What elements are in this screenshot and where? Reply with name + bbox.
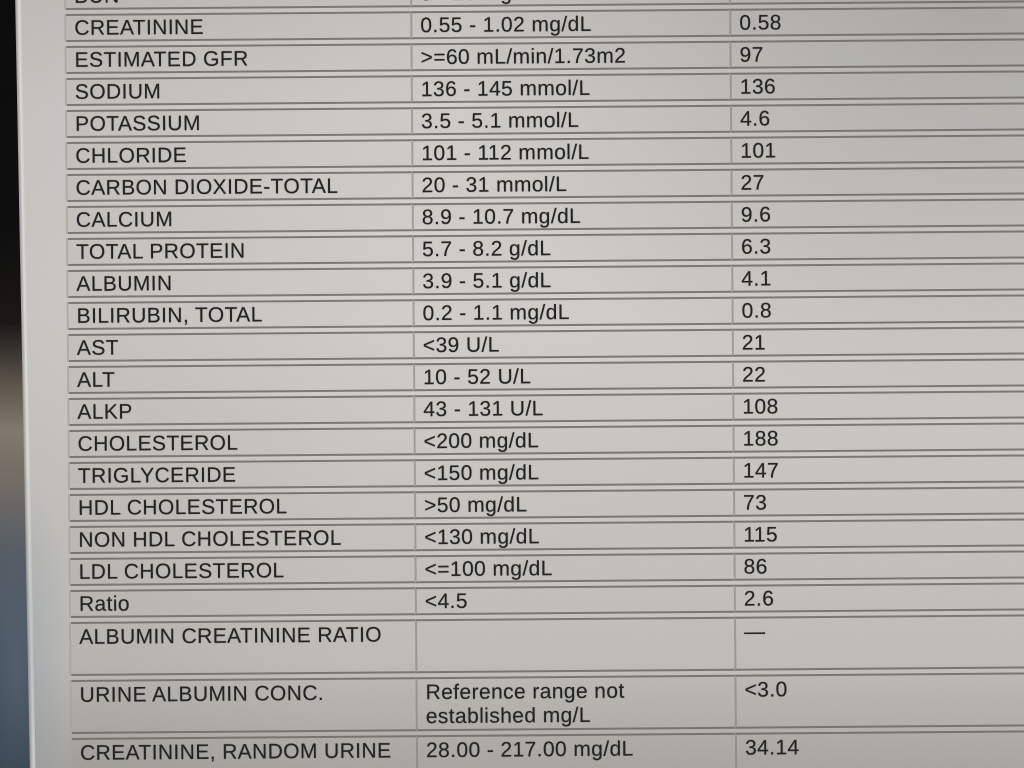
test-name-cell: BILIRUBIN, TOTAL bbox=[68, 299, 413, 330]
table-row: SODIUM 136 - 145 mmol/L 136 bbox=[64, 69, 1024, 106]
reference-range-cell: <39 U/L bbox=[412, 328, 732, 360]
result-value-cell: 86 bbox=[733, 549, 1024, 581]
reference-range-cell: 5.7 - 8.2 g/dL bbox=[411, 232, 732, 264]
reference-range-cell: 10 - 52 U/L bbox=[413, 360, 733, 392]
test-name-cell: AST bbox=[68, 331, 413, 362]
table-row: AST <39 U/L 21 bbox=[66, 325, 1024, 362]
result-value-cell: 2.6 bbox=[733, 581, 1024, 613]
table-row: HDL CHOLESTEROL >50 mg/dL 73 bbox=[68, 485, 1024, 522]
test-name-cell: URINE ALBUMIN CONC. bbox=[71, 677, 416, 734]
test-name-cell: CHLORIDE bbox=[67, 139, 412, 170]
reference-range-cell: <130 mg/dL bbox=[414, 520, 734, 552]
test-name-cell: BUN bbox=[65, 0, 411, 10]
result-value-cell: 9.6 bbox=[730, 197, 1024, 229]
result-value-cell: 188 bbox=[732, 421, 1024, 453]
table-row: CHLORIDE 101 - 112 mmol/L 101 bbox=[65, 133, 1024, 170]
reference-range-cell: 6 - 20 mg/dL bbox=[409, 0, 730, 8]
reference-range-cell: 28.00 - 217.00 mg/dL bbox=[415, 732, 736, 768]
result-value-cell: 6.3 bbox=[730, 229, 1024, 261]
result-value-cell: 21 bbox=[731, 325, 1024, 357]
test-name-cell: CALCIUM bbox=[67, 203, 412, 234]
result-value-cell: 115 bbox=[733, 517, 1024, 549]
test-name-cell: LDL CHOLESTEROL bbox=[70, 555, 415, 586]
reference-range-cell: <=100 mg/dL bbox=[414, 552, 734, 584]
table-row: URINE ALBUMIN CONC. Reference range not … bbox=[69, 671, 1024, 734]
table-row: CARBON DIOXIDE-TOTAL 20 - 31 mmol/L 27 bbox=[65, 165, 1024, 202]
result-value-cell: 73 bbox=[733, 485, 1024, 517]
result-value-cell: <3.0 bbox=[734, 671, 1024, 729]
result-value-cell: — bbox=[734, 613, 1024, 671]
reference-range-cell bbox=[415, 616, 735, 674]
result-value-cell: 4.1 bbox=[731, 261, 1024, 293]
table-row: NON HDL CHOLESTEROL <130 mg/dL 115 bbox=[68, 517, 1024, 554]
result-value-cell: 147 bbox=[732, 453, 1024, 485]
reference-range-cell: 8.9 - 10.7 mg/dL bbox=[411, 200, 731, 232]
test-name-cell: ESTIMATED GFR bbox=[66, 43, 411, 74]
table-row: CHOLESTEROL <200 mg/dL 188 bbox=[67, 421, 1024, 458]
result-value-cell: 16 bbox=[728, 0, 1024, 5]
test-name-cell: SODIUM bbox=[66, 75, 411, 106]
table-row: LDL CHOLESTEROL <=100 mg/dL 86 bbox=[68, 549, 1024, 586]
result-value-cell: 27 bbox=[730, 165, 1024, 197]
test-name-cell: ALBUMIN CREATININE RATIO bbox=[71, 619, 416, 676]
test-name-cell: Ratio bbox=[70, 587, 415, 618]
table-row: Ratio <4.5 2.6 bbox=[68, 581, 1024, 618]
reference-range-cell: <200 mg/dL bbox=[413, 424, 733, 456]
test-name-cell: ALKP bbox=[69, 395, 414, 426]
table-row: CREATININE 0.55 - 1.02 mg/dL 0.58 bbox=[64, 5, 1024, 42]
test-name-cell: CHOLESTEROL bbox=[69, 427, 414, 458]
result-value-cell: 136 bbox=[729, 69, 1024, 101]
result-value-cell: 108 bbox=[732, 389, 1024, 421]
result-value-cell: 4.6 bbox=[729, 101, 1024, 133]
table-row: ALKP 43 - 131 U/L 108 bbox=[67, 389, 1024, 426]
test-name-cell: CARBON DIOXIDE-TOTAL bbox=[67, 171, 412, 202]
result-value-cell: 97 bbox=[729, 37, 1024, 69]
table-row: BILIRUBIN, TOTAL 0.2 - 1.1 mg/dL 0.8 bbox=[66, 293, 1024, 330]
table-row: POTASSIUM 3.5 - 5.1 mmol/L 4.6 bbox=[65, 101, 1024, 138]
table-row: CREATININE, RANDOM URINE 28.00 - 217.00 … bbox=[69, 729, 1024, 768]
table-row: TRIGLYCERIDE <150 mg/dL 147 bbox=[67, 453, 1024, 490]
result-value-cell: 101 bbox=[730, 133, 1024, 165]
reference-range-cell: 0.55 - 1.02 mg/dL bbox=[410, 8, 730, 40]
result-value-cell: 22 bbox=[731, 357, 1024, 389]
reference-range-cell: 101 - 112 mmol/L bbox=[411, 136, 731, 168]
test-name-cell: TRIGLYCERIDE bbox=[69, 459, 414, 490]
reference-range-cell: 3.5 - 5.1 mmol/L bbox=[410, 104, 731, 136]
reference-range-cell: >50 mg/dL bbox=[414, 488, 734, 520]
test-name-cell: ALT bbox=[69, 363, 414, 394]
table-row: CALCIUM 8.9 - 10.7 mg/dL 9.6 bbox=[65, 197, 1024, 234]
table-row: ALT 10 - 52 U/L 22 bbox=[67, 357, 1024, 394]
lab-results-table: BUN 6 - 20 mg/dL 16 CREATININE 0.55 - 1.… bbox=[64, 0, 1024, 768]
test-name-cell: TOTAL PROTEIN bbox=[68, 235, 413, 266]
reference-range-cell: 0.2 - 1.1 mg/dL bbox=[412, 296, 732, 328]
table-row: ALBUMIN CREATININE RATIO — bbox=[69, 613, 1024, 676]
reference-range-cell: <150 mg/dL bbox=[413, 456, 733, 488]
table-row: ESTIMATED GFR >=60 mL/min/1.73m2 97 bbox=[64, 37, 1024, 74]
reference-range-cell: 136 - 145 mmol/L bbox=[410, 72, 730, 104]
result-value-cell: 0.58 bbox=[729, 5, 1024, 37]
table-row: TOTAL PROTEIN 5.7 - 8.2 g/dL 6.3 bbox=[66, 229, 1024, 266]
reference-range-cell: >=60 mL/min/1.73m2 bbox=[410, 40, 730, 72]
test-name-cell: CREATININE, RANDOM URINE bbox=[71, 735, 417, 768]
reference-range-cell: 43 - 131 U/L bbox=[413, 392, 733, 424]
reference-range-cell: 3.9 - 5.1 g/dL bbox=[412, 264, 732, 296]
test-name-cell: POTASSIUM bbox=[67, 107, 412, 138]
test-name-cell: HDL CHOLESTEROL bbox=[70, 491, 415, 522]
reference-range-cell: Reference range not established mg/L bbox=[415, 674, 735, 732]
test-name-cell: CREATININE bbox=[66, 11, 411, 42]
table-row: ALBUMIN 3.9 - 5.1 g/dL 4.1 bbox=[66, 261, 1024, 298]
reference-range-cell: <4.5 bbox=[414, 584, 734, 616]
test-name-cell: NON HDL CHOLESTEROL bbox=[70, 523, 415, 554]
result-value-cell: 34.14 bbox=[734, 729, 1024, 768]
reference-range-cell: 20 - 31 mmol/L bbox=[411, 168, 731, 200]
result-value-cell: 0.8 bbox=[731, 293, 1024, 325]
test-name-cell: ALBUMIN bbox=[68, 267, 413, 298]
